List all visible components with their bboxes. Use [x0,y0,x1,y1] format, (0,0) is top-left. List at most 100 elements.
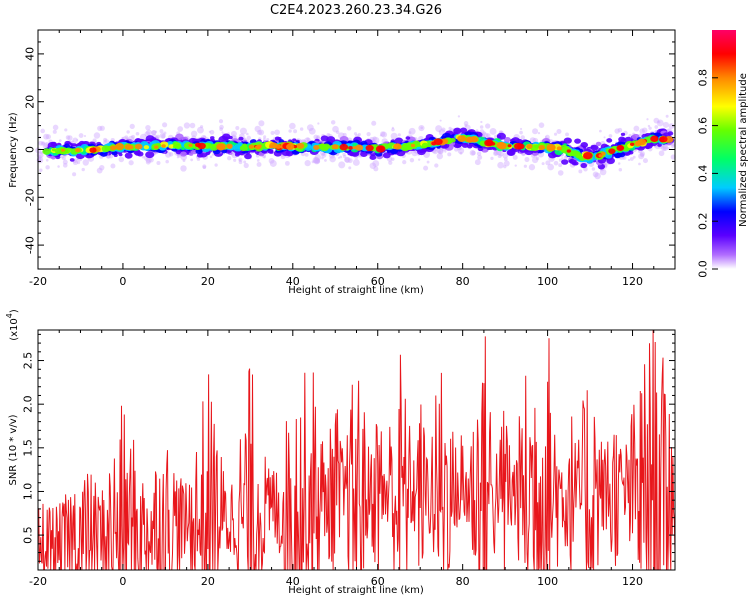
spectrogram-x-tick-label: 80 [456,275,470,288]
spectrogram-halo-point [156,160,161,166]
spectrogram-halo-point [211,153,215,156]
spectrogram-halo-point [76,139,79,142]
spectrogram-halo-point [544,136,548,139]
spectrogram-halo-point [438,148,444,155]
spectrogram-halo-point [447,152,452,157]
spectrogram-halo-point [330,120,336,125]
spectrogram-halo-point [380,131,388,138]
colorbar-tick-label: 0.2 [697,212,710,230]
spectrogram-halo-point [263,135,267,139]
spectrogram-halo-point [357,132,361,137]
spectrogram-halo-point [657,120,661,124]
spectrogram-cell [583,152,593,160]
spectrogram-cell [484,139,494,147]
snr-y-label: SNR (10 * v/v) [8,414,19,485]
spectrogram-halo-point [238,160,243,165]
spectrogram-cell [134,143,143,150]
spectrogram-cell [382,152,391,159]
spectrogram-halo-point [246,132,249,136]
colorbar-tick-label: 0.4 [697,165,710,183]
svg-text:(x104): (x104) [5,309,20,341]
spectrogram-cell [457,135,467,143]
spectrogram-halo-point [230,130,237,137]
spectrogram-halo-point [315,158,321,164]
snr-x-tick-label: 100 [537,575,558,588]
spectrogram-halo-point [654,125,659,129]
spectrogram-halo-point [482,131,487,136]
spectrogram-halo-point [288,129,292,133]
spectrogram-halo-point [43,133,50,140]
spectrogram-cell [369,154,377,160]
spectrogram-cell [69,158,75,162]
spectrogram-cell [386,149,391,153]
spectrogram-halo-point [110,163,116,169]
spectrogram-cell [296,142,305,149]
spectrogram-cell [566,149,571,153]
spectrogram-cell [50,141,57,147]
spectrogram-halo-point [57,165,60,168]
spectrogram-halo-point [628,158,631,162]
spectrogram-x-tick-label: 40 [286,275,300,288]
spectrogram-cell [538,144,546,151]
spectrogram-cell [174,143,182,149]
snr-x-tick-label: -20 [29,575,47,588]
spectrogram-cell [42,148,51,155]
spectrogram-halo-point [434,163,439,168]
spectrogram-cell [620,132,626,137]
spectrogram-cell [590,144,599,151]
spectrogram-x-tick-label: 100 [537,275,558,288]
spectrogram-cell [269,144,274,149]
spectrogram-cell [109,145,117,151]
spectrogram-halo-point [246,135,252,141]
spectrogram-halo-point [639,128,645,134]
spectrogram-halo-point [409,157,415,163]
spectrogram-halo-point [163,131,167,135]
spectrogram-halo-point [408,131,412,135]
spectrogram-halo-point [438,130,441,133]
spectrogram-cell [248,144,255,149]
spectrogram-halo-point [269,160,277,167]
spectrogram-halo-point [603,136,606,139]
spectrogram-cell [393,143,402,150]
spectrogram-halo-point [39,168,43,172]
spectrogram-halo-point [489,127,497,135]
spectrogram-halo-point [391,157,395,161]
spectrogram-halo-point [476,151,482,156]
spectrogram-halo-point [239,127,247,135]
spectrogram-halo-point [346,126,352,131]
spectrogram-cell [275,144,282,149]
spectrogram-halo-point [617,127,623,133]
spectrogram-halo-point [639,151,645,157]
spectrogram-cell [606,157,615,165]
snr-y-tick-label: 0.5 [22,526,35,544]
spectrogram-halo-point [479,125,484,129]
spectrogram-halo-point [258,129,265,136]
spectrogram-halo-point [93,132,101,139]
spectrogram-halo-point [493,149,500,156]
spectrogram-cell [659,136,668,143]
spectrogram-y-tick-label: -20 [24,188,37,206]
spectrogram-cell [580,163,588,169]
spectrogram-halo-point [256,159,260,162]
spectrogram-halo-point [145,124,151,131]
spectrogram-cell [375,145,386,153]
spectrogram-halo-point [338,161,346,169]
spectrogram-halo-point [671,144,675,148]
spectrogram-cell [556,146,562,151]
spectrogram-cell [459,127,468,134]
spectrogram-halo-point [324,159,327,162]
spectrogram-halo-point [154,130,158,134]
spectrogram-halo-point [258,120,265,127]
spectrogram-cell [496,141,506,149]
colorbar-gradient [712,30,736,269]
spectrogram-halo-point [183,122,191,129]
spectrogram-halo-point [444,150,447,153]
spectrogram-halo-point [538,122,545,128]
spectrogram-halo-point [591,167,596,171]
spectrogram-cell [549,145,555,151]
spectrogram-halo-point [308,127,316,135]
spectrogram-halo-point [514,164,517,167]
spectrogram-halo-point [344,156,351,163]
spectrogram-halo-point [190,158,194,162]
spectrogram-cell [616,144,625,151]
